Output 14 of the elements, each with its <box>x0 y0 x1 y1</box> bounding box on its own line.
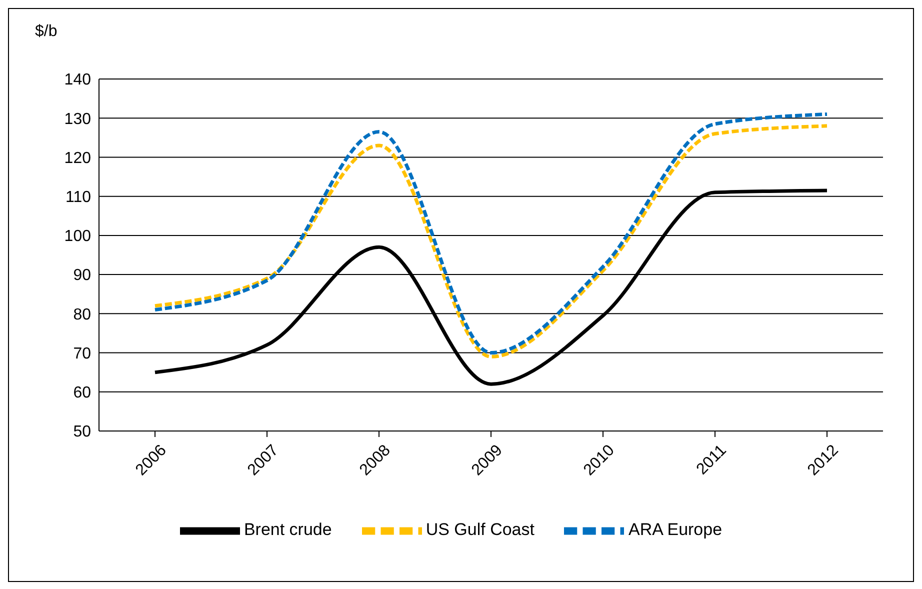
y-tick-label: 140 <box>64 72 92 89</box>
y-tick-label: 130 <box>64 110 92 128</box>
y-tick-label: 60 <box>73 384 92 402</box>
y-tick-label: 100 <box>64 228 92 246</box>
y-tick-label: 120 <box>64 150 92 167</box>
legend-label: US Gulf Coast <box>426 520 534 540</box>
legend-label: ARA Europe <box>628 520 722 540</box>
legend-label: Brent crude <box>244 520 332 540</box>
y-tick-label: 70 <box>73 345 92 362</box>
y-tick-label: 50 <box>73 424 92 441</box>
y-tick-label: 90 <box>73 267 92 284</box>
y-axis-title: $/b <box>35 23 58 41</box>
y-tick-label: 110 <box>65 189 92 206</box>
y-tick-label: 80 <box>73 306 92 324</box>
